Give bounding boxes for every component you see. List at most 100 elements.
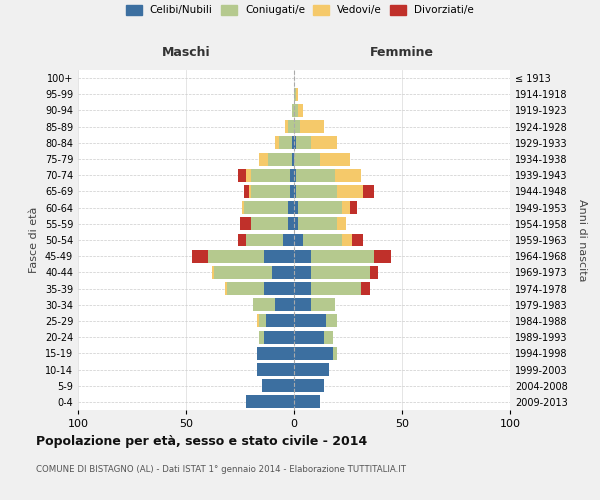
Bar [294,88,296,101]
Bar [257,363,294,376]
Bar [247,169,251,181]
Bar [311,298,335,311]
Bar [294,396,320,408]
Bar [262,379,294,392]
Bar [320,152,350,166]
Bar [266,314,294,328]
Bar [283,234,294,246]
Bar [208,250,264,262]
Y-axis label: Anni di nascita: Anni di nascita [577,198,587,281]
Bar [374,250,391,262]
Bar [311,282,361,295]
Bar [335,169,361,181]
Bar [292,152,294,166]
Bar [337,218,346,230]
Bar [259,330,264,344]
Bar [257,347,294,360]
Bar [311,136,337,149]
Bar [248,185,251,198]
Bar [294,363,329,376]
Bar [251,185,290,198]
Bar [341,201,350,214]
Bar [242,201,244,214]
Bar [298,104,302,117]
Bar [294,298,311,311]
Bar [298,218,337,230]
Bar [287,201,294,214]
Bar [259,314,266,328]
Bar [193,250,208,262]
Bar [244,201,287,214]
Bar [251,218,287,230]
Legend: Celibi/Nubili, Coniugati/e, Vedovi/e, Divorziati/e: Celibi/Nubili, Coniugati/e, Vedovi/e, Di… [126,5,474,15]
Bar [290,185,294,198]
Bar [370,266,378,279]
Bar [287,120,294,133]
Bar [311,250,374,262]
Bar [287,218,294,230]
Bar [212,266,214,279]
Bar [350,201,356,214]
Bar [279,136,292,149]
Bar [264,250,294,262]
Bar [257,314,259,328]
Bar [275,136,279,149]
Bar [363,185,374,198]
Bar [244,185,248,198]
Bar [290,169,294,181]
Bar [324,330,333,344]
Bar [264,330,294,344]
Bar [275,298,294,311]
Bar [337,185,363,198]
Bar [286,120,287,133]
Bar [259,152,268,166]
Bar [272,266,294,279]
Bar [238,234,247,246]
Bar [296,136,311,149]
Bar [302,234,341,246]
Bar [292,136,294,149]
Bar [294,282,311,295]
Bar [247,396,294,408]
Bar [294,169,296,181]
Bar [294,330,324,344]
Bar [294,120,301,133]
Bar [333,347,337,360]
Bar [352,234,363,246]
Bar [294,152,320,166]
Bar [294,347,333,360]
Bar [294,104,298,117]
Bar [294,136,296,149]
Bar [296,88,298,101]
Bar [251,169,290,181]
Bar [311,266,370,279]
Bar [268,152,292,166]
Bar [296,169,335,181]
Bar [301,120,324,133]
Bar [294,314,326,328]
Bar [240,218,251,230]
Text: Maschi: Maschi [161,46,211,59]
Bar [238,169,247,181]
Bar [326,314,337,328]
Bar [294,185,296,198]
Bar [294,218,298,230]
Bar [298,201,341,214]
Bar [341,234,352,246]
Bar [296,185,337,198]
Y-axis label: Fasce di età: Fasce di età [29,207,39,273]
Bar [214,266,272,279]
Bar [294,379,324,392]
Bar [225,282,227,295]
Text: Femmine: Femmine [370,46,434,59]
Bar [294,201,298,214]
Bar [227,282,264,295]
Bar [294,234,302,246]
Bar [247,234,283,246]
Bar [294,266,311,279]
Bar [294,250,311,262]
Text: COMUNE DI BISTAGNO (AL) - Dati ISTAT 1° gennaio 2014 - Elaborazione TUTTITALIA.I: COMUNE DI BISTAGNO (AL) - Dati ISTAT 1° … [36,465,406,474]
Bar [264,282,294,295]
Text: Popolazione per età, sesso e stato civile - 2014: Popolazione per età, sesso e stato civil… [36,435,367,448]
Bar [253,298,275,311]
